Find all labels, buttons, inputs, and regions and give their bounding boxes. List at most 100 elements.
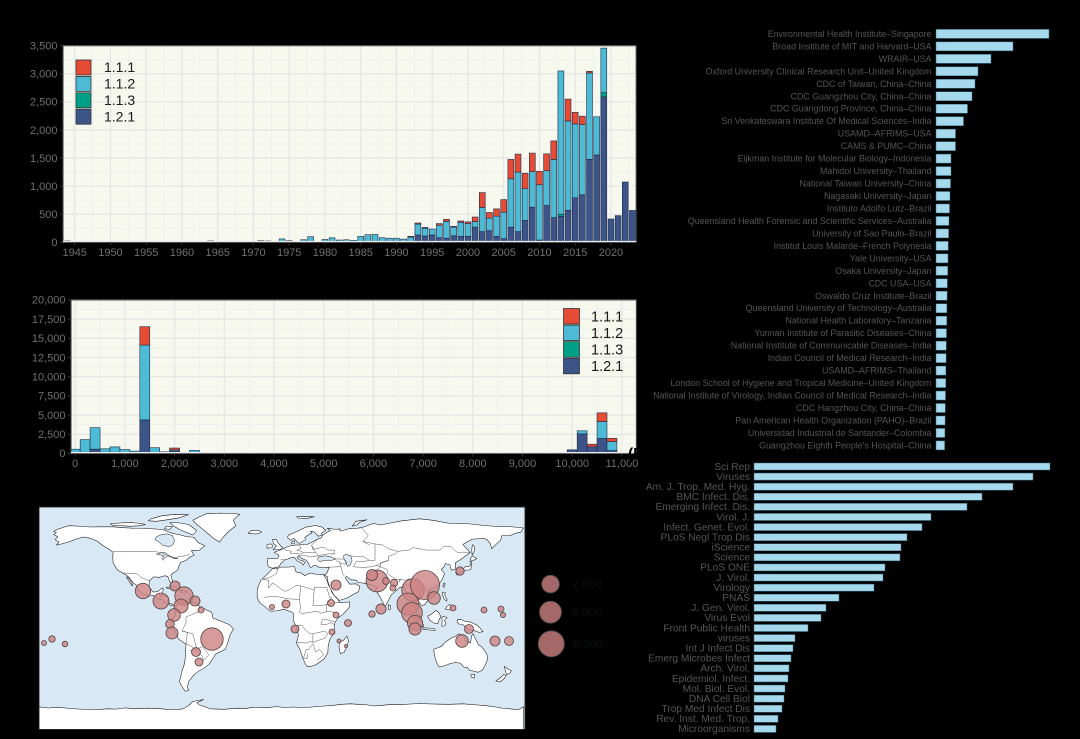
svg-text:0: 0 <box>72 458 78 470</box>
svg-text:1.1.3: 1.1.3 <box>104 92 135 108</box>
svg-text:3,000: 3,000 <box>30 69 58 81</box>
svg-text:Am. J. Trop. Med. Hyg.: Am. J. Trop. Med. Hyg. <box>646 482 750 493</box>
svg-text:7,500: 7,500 <box>38 391 66 403</box>
svg-text:2,500: 2,500 <box>38 429 66 441</box>
svg-text:University of Sao Paulo–Brazil: University of Sao Paulo–Brazil <box>812 228 931 238</box>
svg-text:1.1.2: 1.1.2 <box>591 326 623 342</box>
svg-text:Yunnan Institute of Parasitic: Yunnan Institute of Parasitic Diseases–C… <box>754 328 931 338</box>
svg-text:2,000: 2,000 <box>572 577 602 591</box>
svg-text:CDC of Taiwan, China–China: CDC of Taiwan, China–China <box>816 79 931 89</box>
svg-text:Front Public Health: Front Public Health <box>663 623 750 634</box>
svg-text:London School of Hygiene and T: London School of Hygiene and Tropical Me… <box>671 378 932 388</box>
svg-text:1.1.3: 1.1.3 <box>591 343 623 359</box>
svg-text:Sequence number: Sequence number <box>6 121 20 219</box>
svg-text:Universidad Industrial de Sant: Universidad Industrial de Santander–Colo… <box>748 428 932 438</box>
svg-text:2,000: 2,000 <box>30 125 58 137</box>
svg-text:Virology: Virology <box>713 583 751 594</box>
svg-text:iScience: iScience <box>711 543 750 554</box>
svg-text:J. Virol.: J. Virol. <box>716 573 750 584</box>
svg-text:Osaka University–Japan: Osaka University–Japan <box>835 266 931 276</box>
svg-text:Institut Louis Malarde–French: Institut Louis Malarde–French Polynesia <box>774 241 932 251</box>
svg-text:Infect. Genet. Evol.: Infect. Genet. Evol. <box>663 522 750 533</box>
svg-text:10,000: 10,000 <box>555 458 589 470</box>
svg-text:Virol. J.: Virol. J. <box>716 512 750 523</box>
svg-text:PLoS Negl Trop Dis: PLoS Negl Trop Dis <box>661 532 750 543</box>
svg-text:Guangzhou Eighth People's Hosp: Guangzhou Eighth People's Hospital–China <box>759 440 931 450</box>
svg-text:PNAS: PNAS <box>722 593 750 604</box>
svg-text:Trop Med Infect Dis: Trop Med Infect Dis <box>661 704 750 715</box>
svg-text:2000: 2000 <box>456 247 480 259</box>
svg-text:(D) Research institutes: (D) Research institutes <box>588 8 757 25</box>
svg-text:Arch. Virol.: Arch. Virol. <box>700 664 750 675</box>
svg-text:15,000: 15,000 <box>32 333 66 345</box>
svg-text:1970: 1970 <box>241 247 265 259</box>
svg-text:Sequence: Sequence <box>543 542 599 556</box>
svg-text:1.2.1: 1.2.1 <box>591 359 623 375</box>
svg-text:0: 0 <box>51 237 57 249</box>
svg-text:2010: 2010 <box>527 247 551 259</box>
svg-text:1,000: 1,000 <box>30 181 58 193</box>
svg-text:500: 500 <box>39 209 57 221</box>
svg-text:1950: 1950 <box>98 247 122 259</box>
svg-text:Oswaldo Cruz Institute–Brazil: Oswaldo Cruz Institute–Brazil <box>815 291 931 301</box>
svg-text:7,000: 7,000 <box>409 458 437 470</box>
svg-text:Int J Infect Dis: Int J Infect Dis <box>685 643 750 654</box>
svg-text:1990: 1990 <box>384 247 408 259</box>
svg-text:WRAIR–USA: WRAIR–USA <box>879 54 932 64</box>
svg-text:6,000: 6,000 <box>573 637 603 651</box>
svg-text:2015: 2015 <box>563 247 587 259</box>
svg-text:CDC Guangzhou City, China–Chin: CDC Guangzhou City, China–China <box>791 91 932 101</box>
svg-text:3,000: 3,000 <box>211 458 239 470</box>
svg-text:Queensland University of Techn: Queensland University of Technology–Aust… <box>746 303 932 313</box>
svg-text:Eijkman Institute for Molecula: Eijkman Institute for Molecular Biology–… <box>738 154 932 164</box>
svg-text:1.2.1: 1.2.1 <box>104 108 135 124</box>
svg-text:CDC Guangdong Province, China–: CDC Guangdong Province, China–China <box>770 104 931 114</box>
svg-text:1965: 1965 <box>205 247 229 259</box>
svg-text:Broad Institute of MIT and Har: Broad Institute of MIT and Harvard–USA <box>772 41 931 51</box>
svg-text:Sci Rep: Sci Rep <box>714 462 750 473</box>
svg-text:1,000: 1,000 <box>111 458 139 470</box>
svg-text:PLoS ONE: PLoS ONE <box>700 563 750 574</box>
svg-text:5,000: 5,000 <box>310 458 338 470</box>
svg-text:Viruses: Viruses <box>716 472 750 483</box>
svg-text:Yale University–USA: Yale University–USA <box>850 253 932 263</box>
svg-text:6,000: 6,000 <box>360 458 388 470</box>
svg-text:National Institute of Virology: National Institute of Virology, Indian C… <box>653 391 931 401</box>
svg-text:USAMD–AFRIMS–USA: USAMD–AFRIMS–USA <box>838 129 932 139</box>
svg-text:1975: 1975 <box>277 247 301 259</box>
svg-text:1.1.2: 1.1.2 <box>104 76 135 92</box>
svg-text:1.1.1: 1.1.1 <box>104 59 135 75</box>
svg-text:BMC Infect. Dis.: BMC Infect. Dis. <box>676 492 750 503</box>
svg-text:viruses: viruses <box>718 633 750 644</box>
svg-text:Mol. Biol. Evol.: Mol. Biol. Evol. <box>683 684 750 695</box>
svg-text:0: 0 <box>59 448 65 460</box>
svg-text:5,000: 5,000 <box>38 410 66 422</box>
svg-text:CAMS & PUMC–China: CAMS & PUMC–China <box>841 141 932 151</box>
svg-text:Epidemiol. Infect.: Epidemiol. Infect. <box>672 674 750 685</box>
svg-text:National Taiwan University–Chi: National Taiwan University–China <box>799 179 931 189</box>
svg-text:CDC USA–USA: CDC USA–USA <box>868 278 931 288</box>
svg-text:Pan American Health Organizati: Pan American Health Organization (PAHO)–… <box>735 415 931 425</box>
svg-text:(E) Journal: (E) Journal <box>628 446 709 463</box>
svg-text:Instituto Adolfo Lutz–Brazil: Instituto Adolfo Lutz–Brazil <box>827 203 932 213</box>
svg-text:Sri Venkateswara Institute Of: Sri Venkateswara Institute Of Medical Sc… <box>721 116 931 126</box>
svg-text:Nagasaki University–Japan: Nagasaki University–Japan <box>824 191 932 201</box>
svg-text:1955: 1955 <box>134 247 158 259</box>
svg-text:Emerg Microbes Infect: Emerg Microbes Infect <box>648 654 750 665</box>
svg-text:Science: Science <box>714 553 751 564</box>
svg-text:2005: 2005 <box>491 247 515 259</box>
svg-text:4,000: 4,000 <box>572 605 602 619</box>
svg-text:2,500: 2,500 <box>30 97 58 109</box>
svg-text:17,500: 17,500 <box>32 314 66 326</box>
svg-text:(C) Spatial distribution: (C) Spatial distribution <box>27 484 193 501</box>
svg-text:2020: 2020 <box>599 247 623 259</box>
svg-text:Sequence number: Sequence number <box>6 328 20 426</box>
svg-text:4,000: 4,000 <box>260 458 288 470</box>
svg-text:CDC Hangzhou City, China–China: CDC Hangzhou City, China–China <box>796 403 932 413</box>
svg-text:Emerging Infect. Dis.: Emerging Infect. Dis. <box>655 502 750 513</box>
svg-text:1945: 1945 <box>62 247 86 259</box>
svg-text:8,000: 8,000 <box>459 458 487 470</box>
svg-text:3,500: 3,500 <box>30 41 58 53</box>
svg-text:National Institute of Communic: National Institute of Communicable Disea… <box>731 341 932 351</box>
svg-text:Oxford University Clinical Res: Oxford University Clinical Research Unit… <box>706 66 932 76</box>
